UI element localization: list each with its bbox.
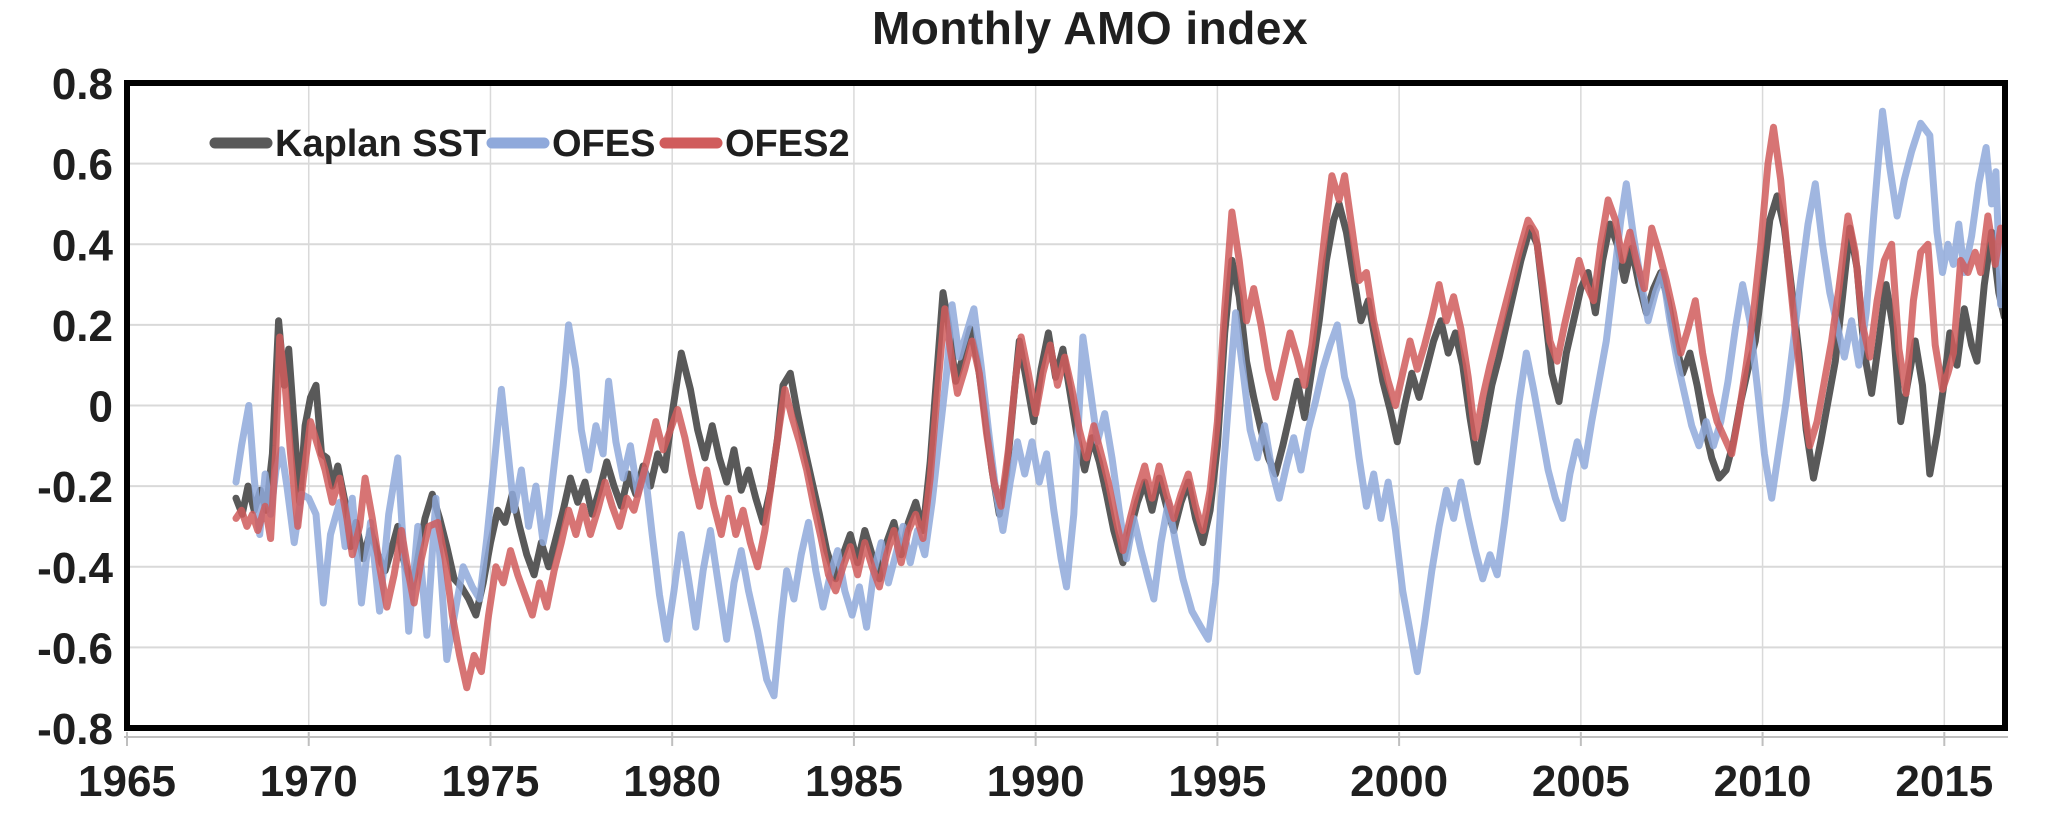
x-tick-label: 1985 bbox=[805, 757, 903, 806]
x-tick-label: 1965 bbox=[78, 757, 176, 806]
legend-item-kaplan-sst: Kaplan SST bbox=[209, 123, 486, 165]
y-tick-label: -0.4 bbox=[37, 544, 113, 593]
x-tick-label: 2005 bbox=[1532, 757, 1630, 806]
series-line-ofes2 bbox=[232, 123, 2005, 692]
axis-ticks bbox=[124, 732, 2008, 746]
y-axis-tick-labels: 0.8 0.6 0.4 0.2 0 -0.2 -0.4 -0.6 -0.8 bbox=[37, 60, 113, 754]
plot-border bbox=[124, 80, 2008, 731]
x-tick-label: 1975 bbox=[442, 757, 540, 806]
x-tick-label: 2000 bbox=[1350, 757, 1448, 806]
x-tick-label: 1980 bbox=[623, 757, 721, 806]
x-tick-label: 2015 bbox=[1895, 757, 1993, 806]
x-tick-label: 2010 bbox=[1714, 757, 1812, 806]
y-tick-label: 0 bbox=[89, 383, 113, 432]
x-tick-label: 1995 bbox=[1168, 757, 1266, 806]
x-tick-label: 1990 bbox=[987, 757, 1085, 806]
y-tick-label: 0.6 bbox=[52, 141, 113, 190]
legend-label: OFES bbox=[552, 123, 655, 165]
y-tick-label: 0.8 bbox=[52, 60, 113, 109]
y-tick-label: -0.6 bbox=[37, 624, 113, 673]
y-tick-label: 0.2 bbox=[52, 302, 113, 351]
x-tick-label: 1970 bbox=[260, 757, 358, 806]
legend-item-ofes2: OFES2 bbox=[659, 123, 850, 165]
y-tick-label: -0.2 bbox=[37, 463, 113, 512]
y-tick-label: -0.8 bbox=[37, 705, 113, 754]
legend: Kaplan SST OFES OFES2 bbox=[209, 123, 850, 165]
legend-item-ofes: OFES bbox=[486, 123, 655, 165]
legend-label: Kaplan SST bbox=[275, 123, 486, 165]
series-lines bbox=[232, 107, 2005, 700]
series-line-kaplan-sst bbox=[232, 192, 2005, 619]
legend-label: OFES2 bbox=[725, 123, 850, 165]
series-line-ofes bbox=[232, 107, 2005, 700]
x-axis-tick-labels: 1965 1970 1975 1980 1985 1990 1995 2000 2005 2010… bbox=[78, 757, 1993, 806]
chart-title: Monthly AMO index bbox=[872, 2, 1308, 54]
y-tick-label: 0.4 bbox=[52, 221, 114, 270]
